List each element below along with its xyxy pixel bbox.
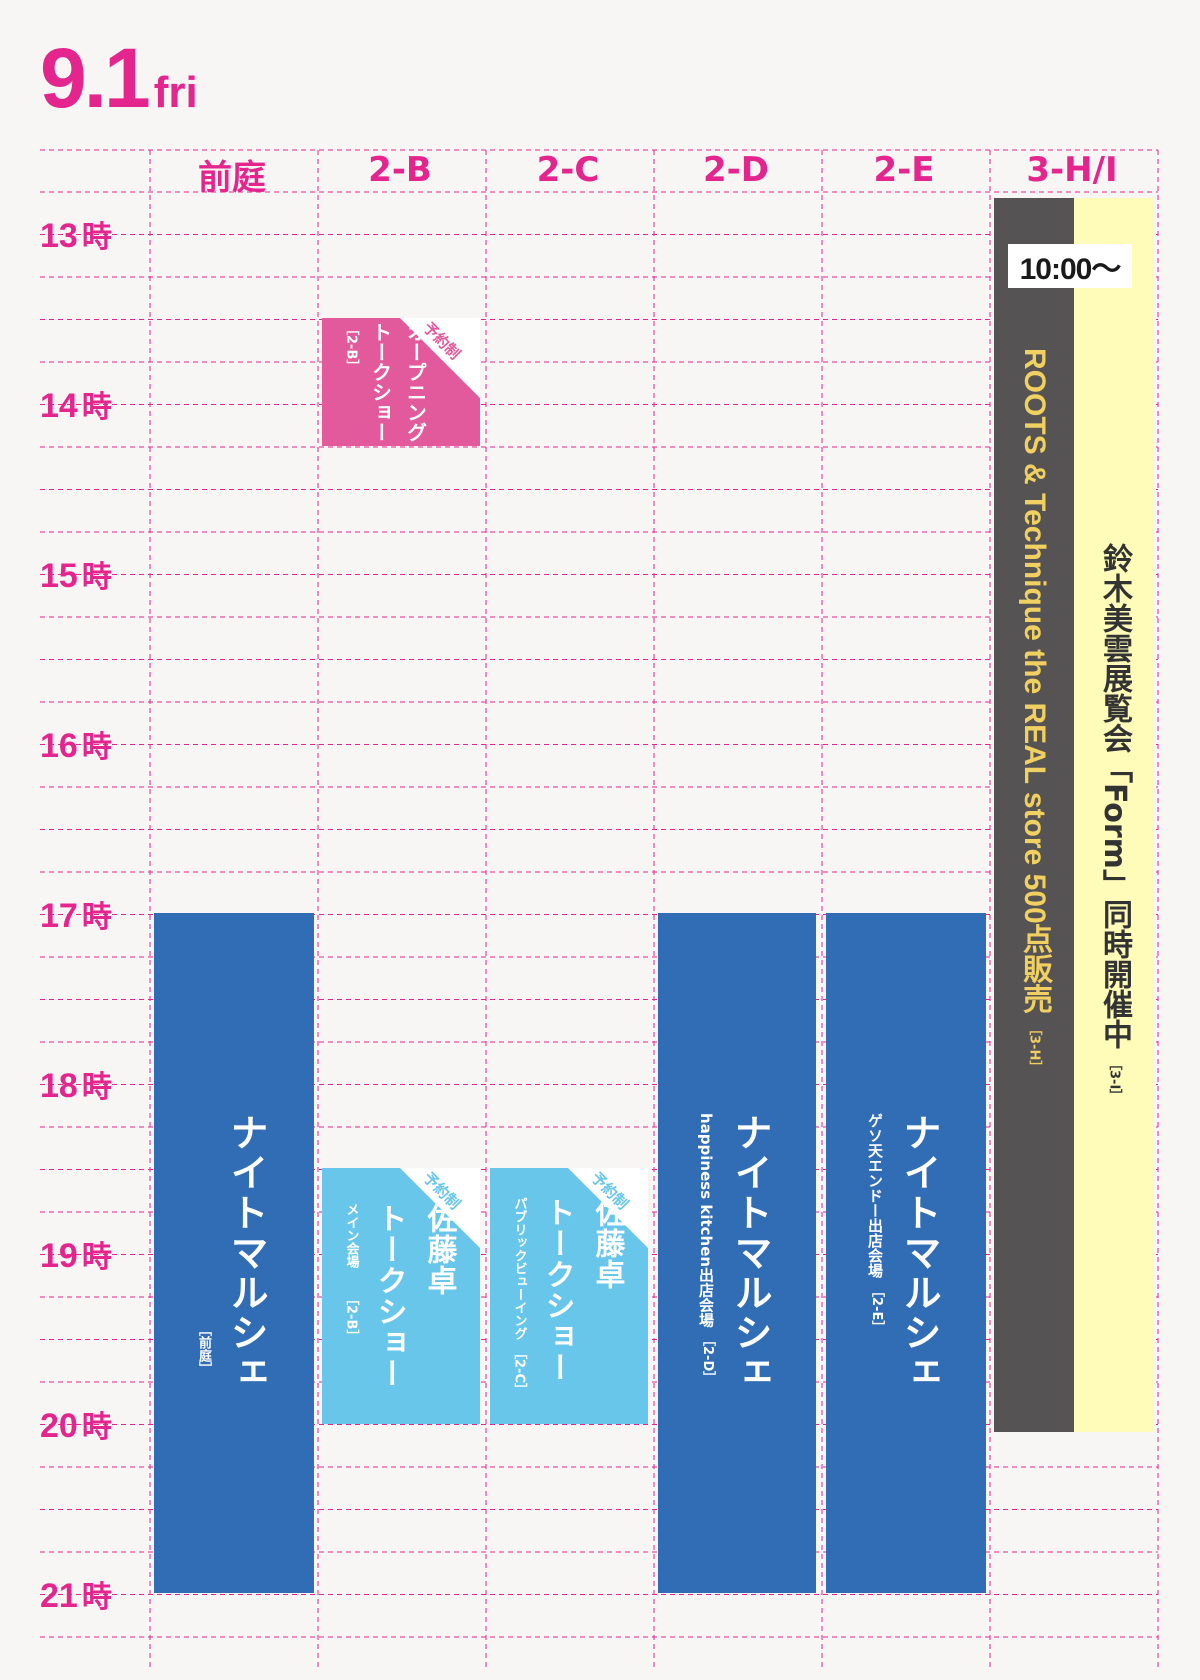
column-header-2d: 2-D (703, 150, 769, 190)
reservation-corner (400, 1168, 480, 1248)
event-suzuki-exhibition[interactable]: 鈴木美雲展覧会「Form」同時開催中 ［3-I］ (1074, 198, 1154, 1432)
event-venue: ［前庭］ (196, 1323, 211, 1375)
event-night-marche-2e[interactable]: ナイトマルシェ ゲソ天エンドー出店会場 ［2-E］ (826, 913, 986, 1593)
event-title-line: トークショー (368, 322, 393, 442)
event-venue: ［2-B］ (343, 322, 359, 373)
event-title: 鈴木美雲展覧会「Form」同時開催中 (1097, 543, 1132, 1049)
page-date: 9.1 fri (40, 30, 198, 127)
event-venue: ［2-B］ (343, 1292, 359, 1343)
event-title: ナイトマルシェ (224, 1113, 268, 1393)
column-header-front: 前庭 (198, 158, 266, 198)
hour-label: 17 時 (40, 897, 112, 935)
hour-label: 20 時 (40, 1407, 112, 1445)
column-header-2c: 2-C (536, 150, 600, 190)
event-roots-store[interactable]: ROOTS & Technique the REAL store 500点販売 … (994, 198, 1074, 1432)
event-subtitle: happiness kitchen出店会場 (697, 1113, 715, 1328)
event-sato-talk-2b[interactable]: 予約制 佐藤卓 トークショー メイン会場 ［2-B］ (322, 1168, 480, 1424)
date-weekday: fri (153, 68, 198, 117)
hour-label: 19 時 (40, 1237, 112, 1275)
hour-label: 14 時 (40, 387, 112, 425)
column-header-2e: 2-E (873, 150, 935, 190)
event-title: ナイトマルシェ (897, 1113, 941, 1393)
hour-label: 16 時 (40, 727, 112, 765)
reservation-corner (400, 318, 480, 398)
event-subtitle: パブリックビューイング (511, 1196, 527, 1340)
hour-label: 13 時 (40, 217, 112, 255)
hour-label: 15 時 (40, 557, 112, 595)
reservation-corner (568, 1168, 648, 1248)
event-subtitle: ゲソ天エンドー出店会場 (866, 1113, 884, 1278)
event-subtitle: メイン会場 (343, 1203, 359, 1268)
hour-label: 21 時 (40, 1577, 112, 1615)
event-venue: ［2-C］ (511, 1345, 527, 1396)
date-day: 9.1 (40, 31, 151, 125)
event-title: ROOTS & Technique the REAL store 500点販売 (1018, 348, 1051, 1014)
event-opening-talk[interactable]: 予約制 オープニング トークショー ［2-B］ (322, 318, 480, 446)
event-venue: ［2-D］ (700, 1333, 715, 1385)
event-venue: ［3-H］ (1026, 1021, 1042, 1073)
column-header-2b: 2-B (368, 150, 432, 190)
start-time-badge: 10:00〜 (1008, 244, 1132, 288)
column-header-3hi: 3-H/I (1026, 150, 1118, 190)
event-venue: ［3-I］ (1106, 1056, 1122, 1103)
event-night-marche-front[interactable]: ナイトマルシェ ［前庭］ (154, 913, 314, 1593)
event-sato-talk-2c[interactable]: 予約制 佐藤卓 トークショー パブリックビューイング ［2-C］ (490, 1168, 648, 1424)
event-title: ナイトマルシェ (728, 1113, 772, 1393)
event-night-marche-2d[interactable]: ナイトマルシェ happiness kitchen出店会場 ［2-D］ (658, 913, 816, 1593)
event-venue: ［2-E］ (869, 1284, 884, 1334)
hour-label: 18 時 (40, 1067, 112, 1105)
